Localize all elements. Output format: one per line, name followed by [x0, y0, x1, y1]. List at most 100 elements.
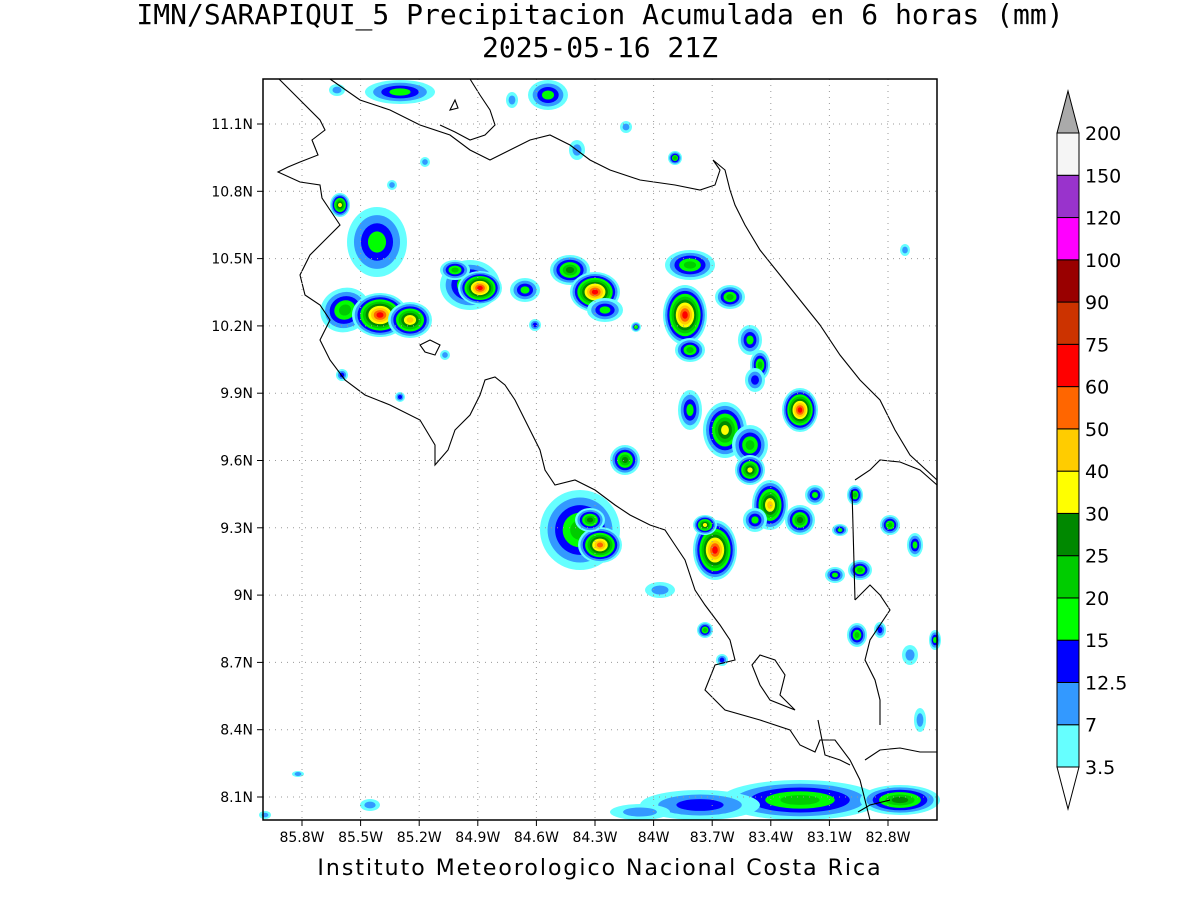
precip-cell [575, 508, 605, 532]
precip-contour [746, 335, 754, 345]
precip-cell [365, 80, 435, 104]
precip-cell [693, 515, 717, 535]
legend-label: 3.5 [1085, 757, 1115, 779]
precip-cell [388, 302, 432, 338]
lon-label: 84W [638, 830, 670, 846]
precipitation-field [259, 80, 941, 820]
legend-label: 75 [1085, 334, 1109, 356]
precip-cell [578, 527, 622, 563]
precip-contour [719, 657, 725, 663]
precip-cell [420, 157, 430, 167]
precip-cell [715, 285, 745, 309]
precip-contour [933, 636, 937, 644]
precip-cell [738, 325, 762, 355]
precip-contour [686, 403, 694, 417]
precip-cell [329, 84, 345, 96]
legend-label: 150 [1085, 165, 1121, 187]
lon-label: 83.1W [807, 830, 852, 846]
coastline [851, 489, 856, 601]
precip-cell [259, 811, 271, 819]
legend-swatch [1056, 217, 1080, 261]
legend-label: 60 [1085, 377, 1109, 399]
map-subtitle-date: 2025-05-16 21Z [481, 31, 718, 64]
legend-label: 15 [1085, 630, 1109, 652]
lat-label: 9.3N [220, 521, 253, 537]
precip-contour [837, 528, 843, 532]
precip-cell [458, 271, 502, 305]
legend-swatch [1056, 512, 1080, 557]
lat-label: 10.8N [211, 184, 253, 200]
lat-label: 9N [234, 588, 253, 604]
color-legend: 3.5 7 12.5 15 20 25 30 40 50 60 75 90 100 120 150 200 [1056, 89, 1127, 811]
precip-contour [508, 95, 516, 105]
lon-label: 84.9W [455, 830, 500, 846]
lon-label: 84.3W [572, 830, 617, 846]
precip-contour [831, 572, 839, 578]
map-title: IMN/SARAPIQUI_5 Precipitacion Acumulada … [136, 0, 1064, 31]
precip-cell [645, 582, 675, 598]
latitude-labels: 11.1N 10.8N 10.5N 10.2N 9.9N 9.6N 9.3N 9N 8.7N 8.… [211, 117, 263, 806]
precip-cell [735, 455, 765, 485]
legend-swatch [1056, 301, 1080, 345]
precip-contour [364, 801, 376, 809]
precip-contour [916, 713, 924, 727]
precip-contour [586, 517, 594, 523]
precip-cell [847, 623, 867, 647]
precip-cell [640, 790, 760, 820]
precip-cell [510, 278, 540, 302]
precip-cell [387, 180, 397, 190]
precip-contour [726, 294, 734, 300]
precip-contour [702, 523, 708, 527]
precip-contour [541, 90, 555, 100]
precip-contour [857, 567, 863, 573]
legend-swatch [1056, 597, 1080, 641]
coastline [329, 78, 938, 481]
precip-contour [712, 546, 718, 554]
precip-contour [367, 231, 387, 253]
lat-label: 10.2N [211, 319, 253, 335]
lon-label: 85.8W [279, 830, 324, 846]
precip-cell [732, 425, 768, 465]
precip-contour [797, 407, 803, 413]
precip-cell [620, 121, 632, 133]
precip-cell [907, 533, 923, 557]
precip-cell [902, 645, 918, 665]
precip-contour [686, 347, 694, 353]
precip-contour [591, 289, 599, 295]
lat-label: 8.7N [220, 655, 253, 671]
coastline [854, 459, 938, 486]
precip-contour [721, 425, 729, 435]
precip-contour [747, 467, 753, 473]
lat-label: 9.6N [220, 454, 253, 470]
coastline [864, 747, 937, 761]
precip-cell [528, 80, 568, 110]
precip-cell [440, 260, 470, 280]
precip-contour [451, 267, 459, 273]
longitude-labels: 85.8W 85.5W 85.2W 84.9W 84.6W 84.3W 84W 83.7W 83… [279, 820, 911, 846]
precip-contour [596, 542, 604, 548]
precip-cell [848, 560, 872, 580]
precip-cell [805, 485, 825, 505]
precip-cell [292, 771, 304, 777]
precip-contour [912, 541, 918, 549]
legend-label: 120 [1085, 208, 1121, 230]
precip-contour [422, 159, 428, 165]
legend-label: 20 [1085, 588, 1109, 610]
legend-label: 200 [1085, 123, 1121, 145]
precip-contour [389, 182, 395, 188]
legend-arrow-low [1056, 766, 1080, 811]
lon-label: 85.2W [397, 830, 442, 846]
precip-contour [891, 796, 909, 804]
precip-contour [621, 456, 629, 464]
precip-cell [929, 630, 941, 650]
precip-contour [853, 492, 857, 498]
precip-cell [610, 445, 640, 475]
precip-cell [825, 567, 845, 583]
precip-cell [860, 785, 940, 815]
legend-swatch [1056, 555, 1080, 599]
legend-swatch [1056, 639, 1080, 683]
precip-contour [683, 261, 697, 269]
precip-contour [757, 361, 763, 369]
map-grid [263, 79, 937, 820]
